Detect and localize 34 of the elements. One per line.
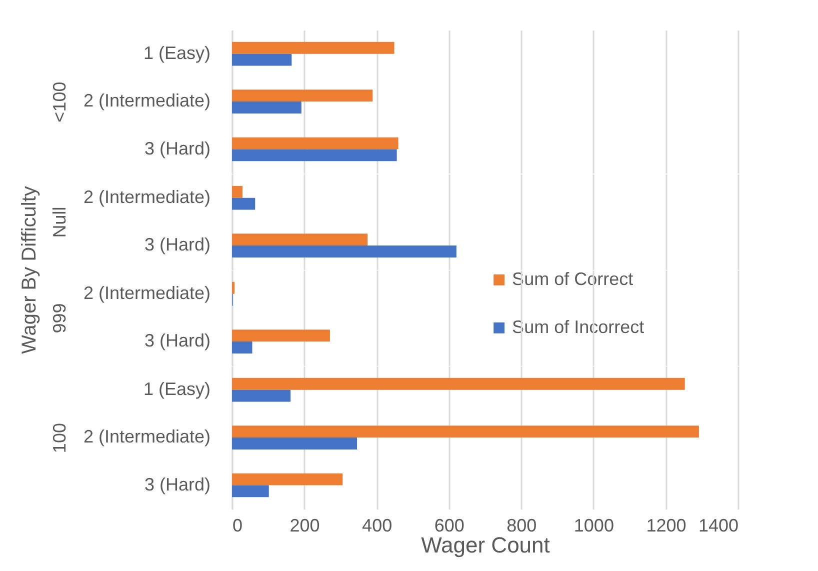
bar [232, 186, 242, 198]
x-tick-label: 200 [290, 516, 320, 536]
text: Wager By Difficulty [18, 186, 42, 354]
bar [232, 234, 368, 246]
x-tick-label: 400 [362, 516, 392, 536]
y-tick-label: 2 (Intermediate) [83, 282, 210, 303]
y-axis-title: Null [49, 206, 70, 238]
bar [232, 198, 256, 210]
bar [232, 330, 330, 342]
y-tick-label: 3 (Hard) [144, 330, 210, 351]
y-tick-label: 2 (Intermediate) [83, 426, 210, 447]
bar [232, 149, 397, 162]
bar [232, 90, 373, 102]
y-axis-title: <100 [49, 82, 70, 122]
y-tick-label: 3 (Hard) [144, 138, 210, 158]
bar [232, 342, 252, 354]
y-tick-label: 3 (Hard) [144, 474, 210, 494]
y-tick-label: 2 (Intermediate) [83, 186, 210, 207]
y-tick-label: 2 (Intermediate) [83, 90, 210, 111]
bar [232, 137, 398, 150]
bar [232, 42, 394, 54]
x-tick-label: 1400 [698, 516, 738, 536]
x-tick-label: 1000 [574, 516, 614, 536]
y-tick-label: 1 (Easy) [143, 378, 210, 399]
y-axis-title: 999 [49, 303, 70, 334]
bar [232, 54, 292, 66]
x-tick-label: 1200 [646, 516, 686, 536]
bar [232, 246, 456, 258]
y-axis-title: 100 [49, 423, 70, 454]
y-tick-label: 3 (Hard) [144, 234, 210, 255]
y-tick-label: 1 (Easy) [143, 42, 210, 63]
bar [232, 282, 235, 294]
bar [232, 102, 302, 114]
x-tick-label: 0 [232, 516, 243, 536]
